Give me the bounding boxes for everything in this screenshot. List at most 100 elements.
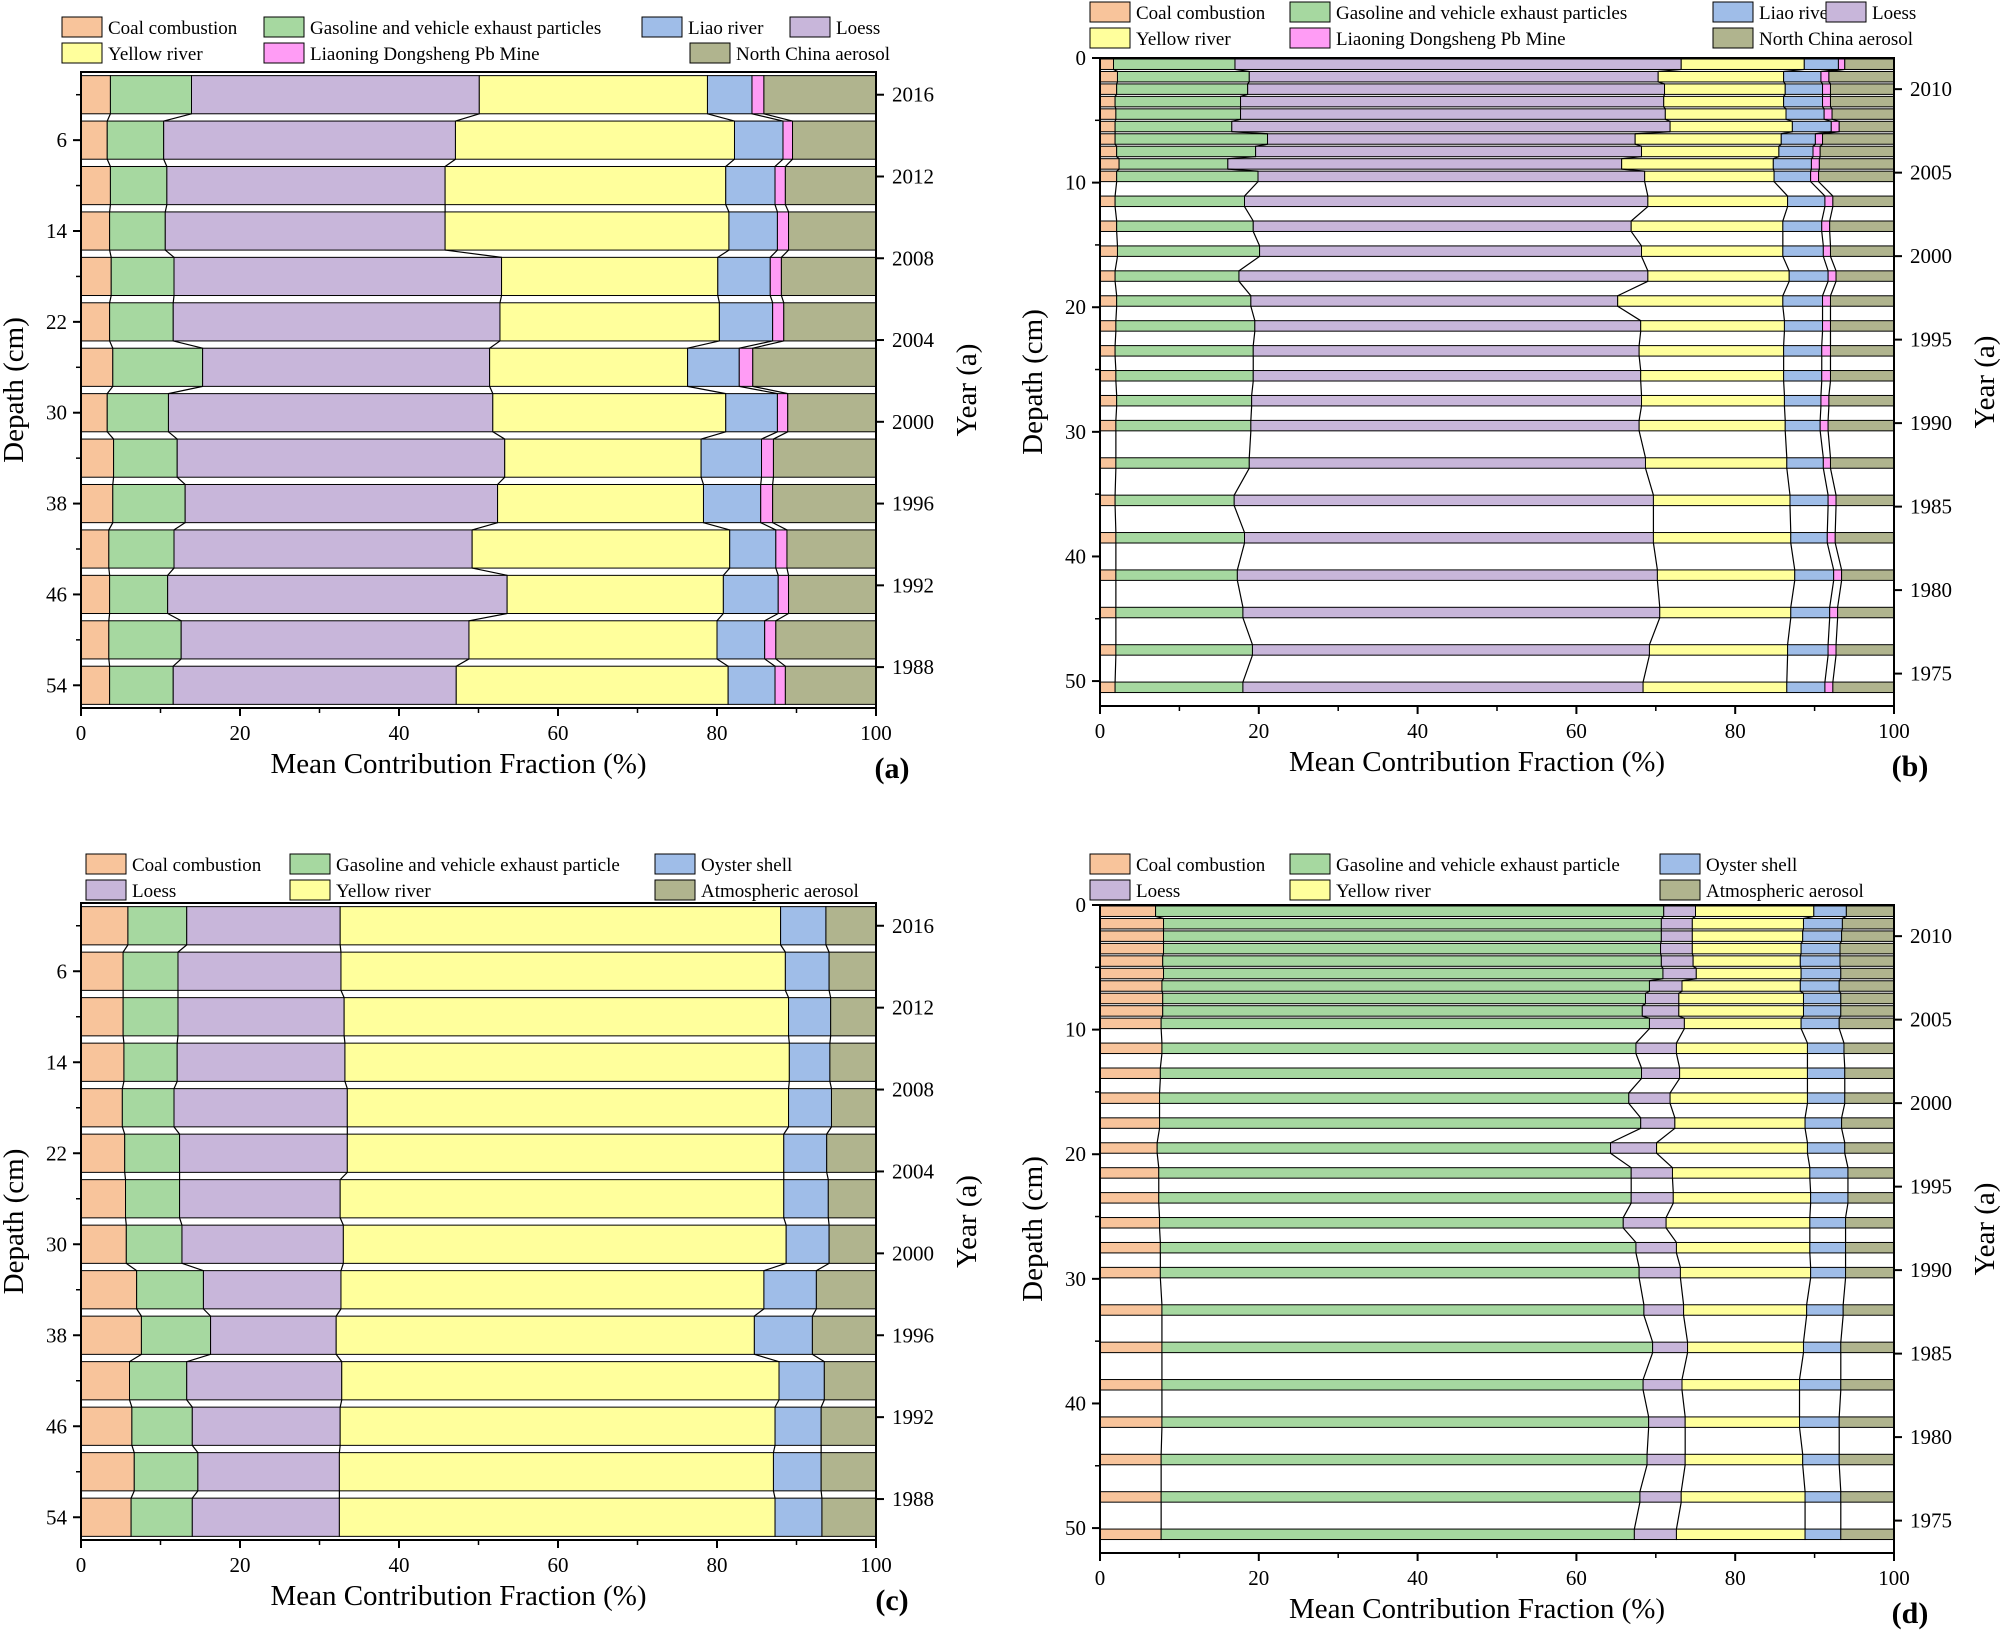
bar-yellow-depth-6.5 xyxy=(1681,980,1801,992)
bar-oyster-depth-46 xyxy=(774,1406,822,1446)
bar-liao-depth-4.5 xyxy=(1785,108,1825,120)
bar-oyster-depth-26 xyxy=(783,1179,829,1219)
bars xyxy=(1099,905,1895,1541)
bar-yellow-depth-26 xyxy=(489,347,689,387)
bar-gasoline-depth-5.5 xyxy=(1163,967,1664,980)
bar-yellow-depth-50 xyxy=(338,1452,774,1492)
bar-liao-depth-5.5 xyxy=(1791,120,1832,133)
bar-loess-depth-11.5 xyxy=(1244,195,1649,208)
bar-loess-depth-21.5 xyxy=(1630,1167,1673,1179)
bar-loess-depth-35.5 xyxy=(1652,1341,1689,1354)
bar-pbmine-depth-6.5 xyxy=(1814,133,1824,145)
bar-coal-depth-17.5 xyxy=(1099,1117,1161,1129)
bar-aerosol-depth-9.5 xyxy=(1818,170,1895,183)
bar-liao-depth-17.5 xyxy=(1788,270,1829,282)
bar-coal-depth-23.5 xyxy=(1099,345,1116,357)
bar-aerosol-depth-25.5 xyxy=(1829,370,1895,382)
bar-oyster-depth-5.5 xyxy=(1800,967,1842,980)
bar-gasoline-depth-10 xyxy=(109,165,168,206)
bar-gasoline-depth-41.5 xyxy=(1161,1416,1650,1428)
bar-liao-depth-23.5 xyxy=(1783,345,1823,357)
bar-gasoline-depth-13.5 xyxy=(1159,1067,1642,1079)
bar-oyster-depth-29.5 xyxy=(1810,1266,1847,1279)
bar-gasoline-depth-30 xyxy=(106,393,169,433)
year-axis-title: Year (a) xyxy=(1969,1183,2001,1276)
bar-pbmine-depth-10 xyxy=(774,165,786,206)
legend-swatch-gasoline xyxy=(1289,1,1331,23)
bar-loess-depth-42 xyxy=(173,529,473,569)
year-tick-label: 1996 xyxy=(892,492,934,516)
bar-liao-depth-41.5 xyxy=(1794,569,1835,581)
bar-gasoline-depth-42 xyxy=(129,1361,188,1401)
bar-aerosol-depth-15.5 xyxy=(1844,1092,1895,1104)
bar-pbmine-depth-50.5 xyxy=(1824,681,1834,694)
bar-oyster-depth-38.5 xyxy=(1799,1379,1842,1391)
bar-oyster-depth-8.5 xyxy=(1802,1005,1842,1017)
bar-gasoline-depth-38 xyxy=(112,483,186,524)
legend: Coal combustion Gasoline and vehicle exha… xyxy=(61,16,890,65)
y-axis: 0 10 20 30 40 50 xyxy=(1065,893,1100,1540)
bar-loess-depth-38 xyxy=(184,483,499,524)
bar-yellow-depth-23.5 xyxy=(1638,345,1785,357)
legend-label-yellow: Yellow river xyxy=(336,881,431,902)
bar-pbmine-depth-7.5 xyxy=(1812,145,1821,158)
bar-pbmine-depth-17.5 xyxy=(1827,270,1837,282)
bar-coal-depth-27.5 xyxy=(1099,394,1118,407)
bar-aerosol-depth-2.5 xyxy=(1841,930,1895,942)
bar-coal-depth-29.5 xyxy=(1099,419,1117,432)
bar-loess-depth-9.5 xyxy=(1648,1017,1685,1030)
legend-swatch-pbmine xyxy=(1289,27,1331,49)
bar-coal-depth-17.5 xyxy=(1099,270,1116,282)
bar-aerosol-depth-6.5 xyxy=(1822,133,1895,145)
bar-liao-depth-13.5 xyxy=(1782,220,1823,232)
bar-gasoline-depth-6.5 xyxy=(1114,133,1269,145)
bar-yellow-depth-14 xyxy=(444,211,730,251)
bar-yellow-depth-27.5 xyxy=(1675,1241,1811,1254)
year-tick-label: 1992 xyxy=(892,573,934,597)
bar-aerosol-depth-30 xyxy=(828,1224,877,1264)
x-tick-label: 60 xyxy=(1566,719,1587,743)
bar-liao-depth-10 xyxy=(725,165,776,206)
bar-gasoline-depth-10 xyxy=(122,997,179,1037)
x-tick-label: 0 xyxy=(76,721,87,745)
bar-gasoline-depth-32.5 xyxy=(1161,1304,1645,1316)
bar-loess-depth-8.5 xyxy=(1641,1005,1680,1017)
bar-yellow-depth-47.5 xyxy=(1648,644,1789,656)
bar-coal-depth-19.5 xyxy=(1099,295,1118,307)
bar-aerosol-depth-26 xyxy=(752,347,877,387)
bar-coal-depth-10 xyxy=(80,165,111,206)
connector-loess xyxy=(335,944,348,1499)
bar-aerosol-depth-29.5 xyxy=(1845,1266,1895,1279)
y-tick-label: 20 xyxy=(1065,295,1086,319)
x-tick-label: 40 xyxy=(1407,1566,1428,1590)
bar-aerosol-depth-17.5 xyxy=(1835,270,1895,282)
bar-gasoline-depth-7.5 xyxy=(1162,992,1646,1005)
bar-oyster-depth-6.5 xyxy=(1799,980,1840,992)
legend-swatch-aerosol xyxy=(689,42,731,64)
bar-yellow-depth-35.5 xyxy=(1652,494,1791,507)
bar-coal-depth-14 xyxy=(80,211,111,251)
y-tick-label: 50 xyxy=(1065,1516,1086,1540)
y-tick-label: 46 xyxy=(46,1414,67,1438)
bar-coal-depth-8.5 xyxy=(1099,1005,1164,1017)
bar-aerosol-depth-21.5 xyxy=(1847,1167,1895,1179)
connector-loess xyxy=(444,113,508,667)
bar-loess-depth-2 xyxy=(191,75,480,115)
bar-pbmine-depth-38 xyxy=(760,483,774,524)
x-tick-label: 80 xyxy=(1725,719,1746,743)
year-tick-label: 2000 xyxy=(892,1241,934,1265)
bar-yellow-depth-21.5 xyxy=(1640,320,1785,332)
bar-loess-depth-13.5 xyxy=(1252,220,1632,232)
bar-loess-depth-32.5 xyxy=(1248,457,1646,469)
bar-pbmine-depth-0.5 xyxy=(1837,58,1846,70)
bar-aerosol-depth-46 xyxy=(788,574,877,615)
bar-pbmine-depth-54 xyxy=(774,665,786,705)
bar-gasoline-depth-29.5 xyxy=(1159,1266,1640,1279)
bar-aerosol-depth-27.5 xyxy=(1828,394,1895,407)
legend-swatch-coal xyxy=(85,853,127,875)
bar-pbmine-depth-27.5 xyxy=(1820,394,1830,407)
bar-aerosol-depth-13.5 xyxy=(1829,220,1895,232)
bar-coal-depth-42 xyxy=(80,529,110,569)
bar-liao-depth-21.5 xyxy=(1783,320,1824,332)
